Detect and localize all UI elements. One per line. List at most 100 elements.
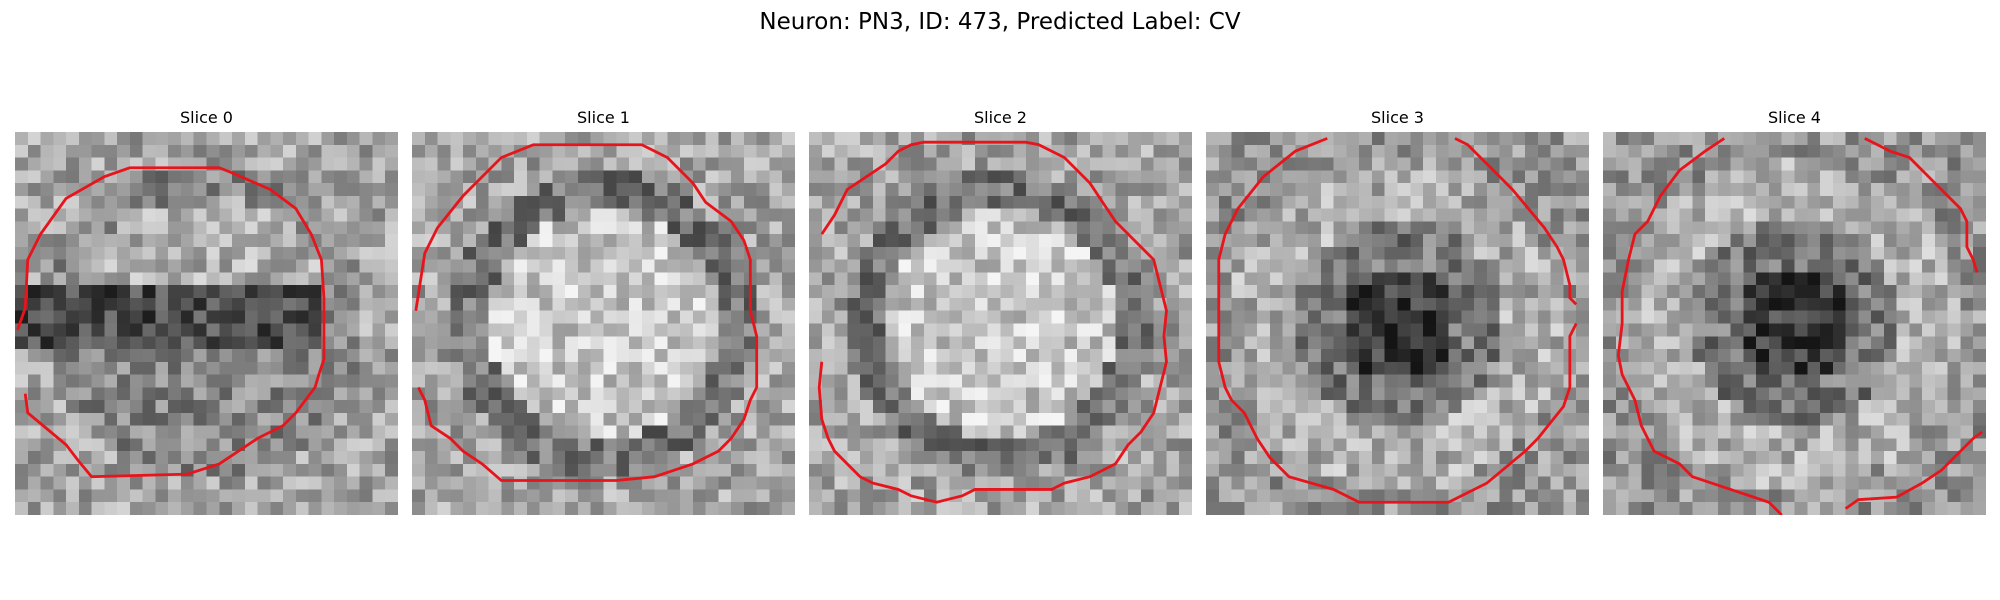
- image-pixel: [1128, 183, 1142, 197]
- image-pixel: [1909, 285, 1923, 299]
- image-pixel: [1038, 476, 1052, 490]
- image-pixel: [539, 489, 553, 503]
- image-pixel: [1781, 195, 1795, 209]
- image-pixel: [1756, 400, 1770, 414]
- image-pixel: [1218, 489, 1232, 503]
- image-pixel: [1654, 323, 1668, 337]
- image-pixel: [385, 374, 398, 388]
- image-pixel: [923, 476, 937, 490]
- image-pixel: [1115, 387, 1129, 401]
- image-pixel: [1947, 246, 1961, 260]
- image-pixel: [743, 234, 757, 248]
- image-pixel: [641, 502, 655, 515]
- image-pixel: [1320, 170, 1334, 184]
- image-pixel: [346, 157, 360, 171]
- image-pixel: [1346, 259, 1360, 273]
- image-pixel: [1666, 476, 1680, 490]
- image-pixel: [1384, 476, 1398, 490]
- image-pixel: [539, 144, 553, 158]
- image-pixel: [168, 285, 182, 299]
- image-pixel: [1679, 489, 1693, 503]
- image-pixel: [616, 195, 630, 209]
- image-pixel: [283, 259, 297, 273]
- image-pixel: [756, 349, 770, 363]
- image-pixel: [692, 132, 706, 146]
- image-pixel: [616, 208, 630, 222]
- image-pixel: [1179, 195, 1192, 209]
- image-pixel: [27, 297, 41, 311]
- image-pixel: [1077, 157, 1091, 171]
- image-pixel: [1807, 438, 1821, 452]
- image-pixel: [629, 323, 643, 337]
- image-pixel: [514, 425, 528, 439]
- image-pixel: [885, 132, 899, 146]
- image-pixel: [385, 195, 398, 209]
- image-pixel: [53, 349, 67, 363]
- image-pixel: [1512, 336, 1526, 350]
- image-pixel: [450, 349, 464, 363]
- image-pixel: [129, 195, 143, 209]
- image-pixel: [1308, 489, 1322, 503]
- image-pixel: [1743, 170, 1757, 184]
- image-pixel: [1781, 183, 1795, 197]
- image-pixel: [872, 502, 886, 515]
- image-pixel: [1423, 451, 1437, 465]
- image-pixel: [577, 259, 591, 273]
- image-pixel: [1654, 476, 1668, 490]
- image-pixel: [1909, 259, 1923, 273]
- image-pixel: [1550, 451, 1564, 465]
- image-pixel: [1550, 285, 1564, 299]
- image-pixel: [1820, 285, 1834, 299]
- image-pixel: [641, 412, 655, 426]
- image-pixel: [412, 400, 426, 414]
- image-pixel: [1858, 361, 1872, 375]
- image-pixel: [1743, 323, 1757, 337]
- image-pixel: [1244, 144, 1258, 158]
- image-pixel: [629, 132, 643, 146]
- image-pixel: [1064, 246, 1078, 260]
- image-pixel: [1960, 208, 1974, 222]
- image-pixel: [641, 285, 655, 299]
- image-pixel: [1013, 144, 1027, 158]
- image-pixel: [526, 463, 540, 477]
- image-pixel: [257, 310, 271, 324]
- image-pixel: [1026, 195, 1040, 209]
- image-pixel: [974, 451, 988, 465]
- image-pixel: [1820, 349, 1834, 363]
- image-pixel: [1666, 246, 1680, 260]
- image-pixel: [847, 310, 861, 324]
- image-pixel: [463, 208, 477, 222]
- image-pixel: [1295, 285, 1309, 299]
- image-pixel: [692, 259, 706, 273]
- image-pixel: [514, 285, 528, 299]
- image-pixel: [860, 323, 874, 337]
- image-pixel: [885, 246, 899, 260]
- image-pixel: [821, 502, 835, 515]
- image-pixel: [911, 323, 925, 337]
- image-pixel: [1102, 157, 1116, 171]
- image-pixel: [1435, 361, 1449, 375]
- image-pixel: [1692, 349, 1706, 363]
- image-pixel: [1641, 451, 1655, 465]
- image-pixel: [731, 438, 745, 452]
- image-pixel: [654, 132, 668, 146]
- image-pixel: [1026, 259, 1040, 273]
- image-pixel: [450, 502, 464, 515]
- image-pixel: [1000, 489, 1014, 503]
- image-pixel: [1820, 400, 1834, 414]
- image-pixel: [923, 285, 937, 299]
- image-pixel: [488, 323, 502, 337]
- image-pixel: [809, 489, 823, 503]
- image-pixel: [923, 502, 937, 515]
- image-pixel: [117, 310, 131, 324]
- image-pixel: [91, 285, 105, 299]
- image-pixel: [475, 323, 489, 337]
- image-pixel: [321, 246, 335, 260]
- image-pixel: [782, 400, 795, 414]
- image-pixel: [27, 374, 41, 388]
- image-pixel: [1346, 157, 1360, 171]
- image-pixel: [1550, 412, 1564, 426]
- image-pixel: [27, 502, 41, 515]
- image-pixel: [232, 425, 246, 439]
- image-pixel: [565, 259, 579, 273]
